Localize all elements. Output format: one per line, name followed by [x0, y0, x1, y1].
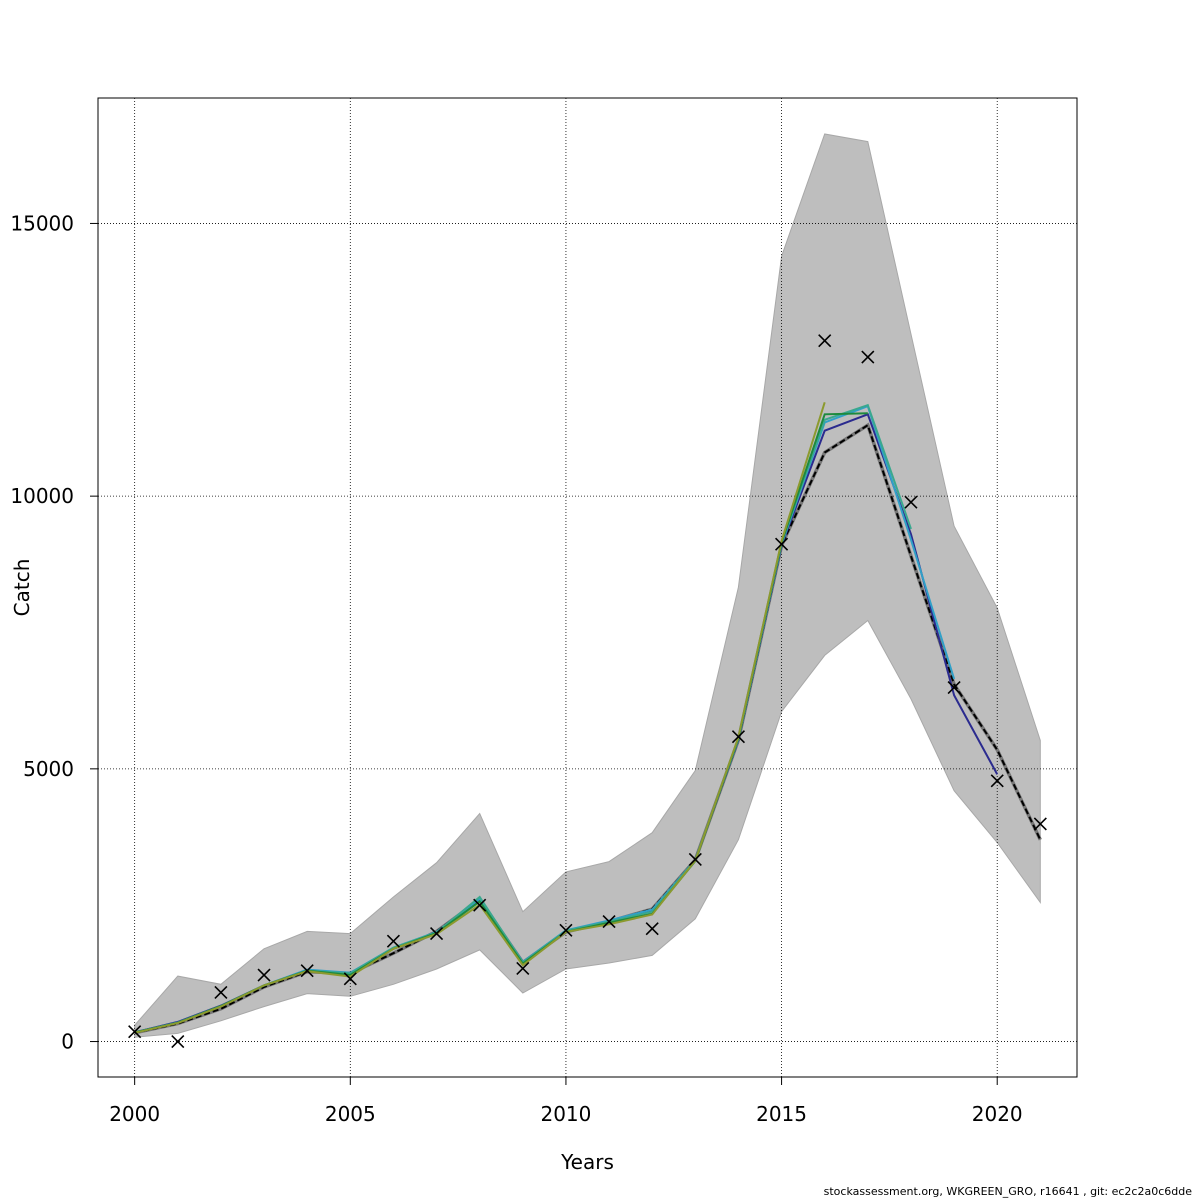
y-tick-label-10000: 10000 [10, 484, 74, 508]
observation-point-2019 [947, 681, 961, 695]
observation-point-2016 [818, 334, 832, 348]
observation-point-2004 [300, 964, 314, 978]
observation-layer [128, 334, 1047, 1049]
x-tick-label-2000: 2000 [109, 1102, 160, 1126]
observation-point-2001 [171, 1034, 185, 1049]
y-tick-label-0: 0 [61, 1030, 74, 1054]
x-tick-label-2020: 2020 [972, 1102, 1023, 1126]
observation-point-2007 [429, 926, 444, 941]
observation-point-2003 [257, 968, 271, 982]
x-tick-label-2010: 2010 [540, 1102, 591, 1126]
y-tick-label-15000: 15000 [10, 211, 74, 235]
observation-point-2008 [473, 898, 487, 912]
observation-point-2011 [602, 914, 616, 929]
confidence-band-layer [134, 133, 1041, 1038]
y-axis-title: Catch [10, 559, 34, 617]
confidence-band [134, 133, 1041, 1038]
observation-point-2018 [904, 495, 918, 509]
observation-point-2012 [645, 922, 659, 936]
observation-point-2006 [386, 934, 400, 948]
x-tick-label-2015: 2015 [756, 1102, 807, 1126]
observation-point-2017 [861, 350, 875, 364]
observation-point-2021 [1033, 817, 1047, 831]
axis-layer: 2000 2005 2010 2015 2020 0 5000 10000 15000 [10, 211, 1022, 1126]
observation-point-2015 [775, 537, 789, 551]
observation-point-2020 [990, 774, 1004, 788]
footer-credit: stockassessment.org, WKGREEN_GRO, r16641… [823, 1185, 1192, 1198]
plot-frame [97, 97, 1078, 1078]
observation-point-2014 [731, 730, 746, 744]
x-axis-title: Years [560, 1150, 614, 1174]
observation-point-2005 [343, 972, 357, 986]
observation-point-2002 [214, 985, 228, 1000]
observation-point-2000 [128, 1025, 142, 1039]
x-tick-label-2005: 2005 [325, 1102, 376, 1126]
observation-point-2013 [688, 852, 702, 866]
observation-point-2009 [516, 961, 530, 976]
grid-layer [98, 98, 1077, 1077]
observation-point-2010 [559, 923, 573, 937]
y-tick-label-5000: 5000 [23, 757, 74, 781]
